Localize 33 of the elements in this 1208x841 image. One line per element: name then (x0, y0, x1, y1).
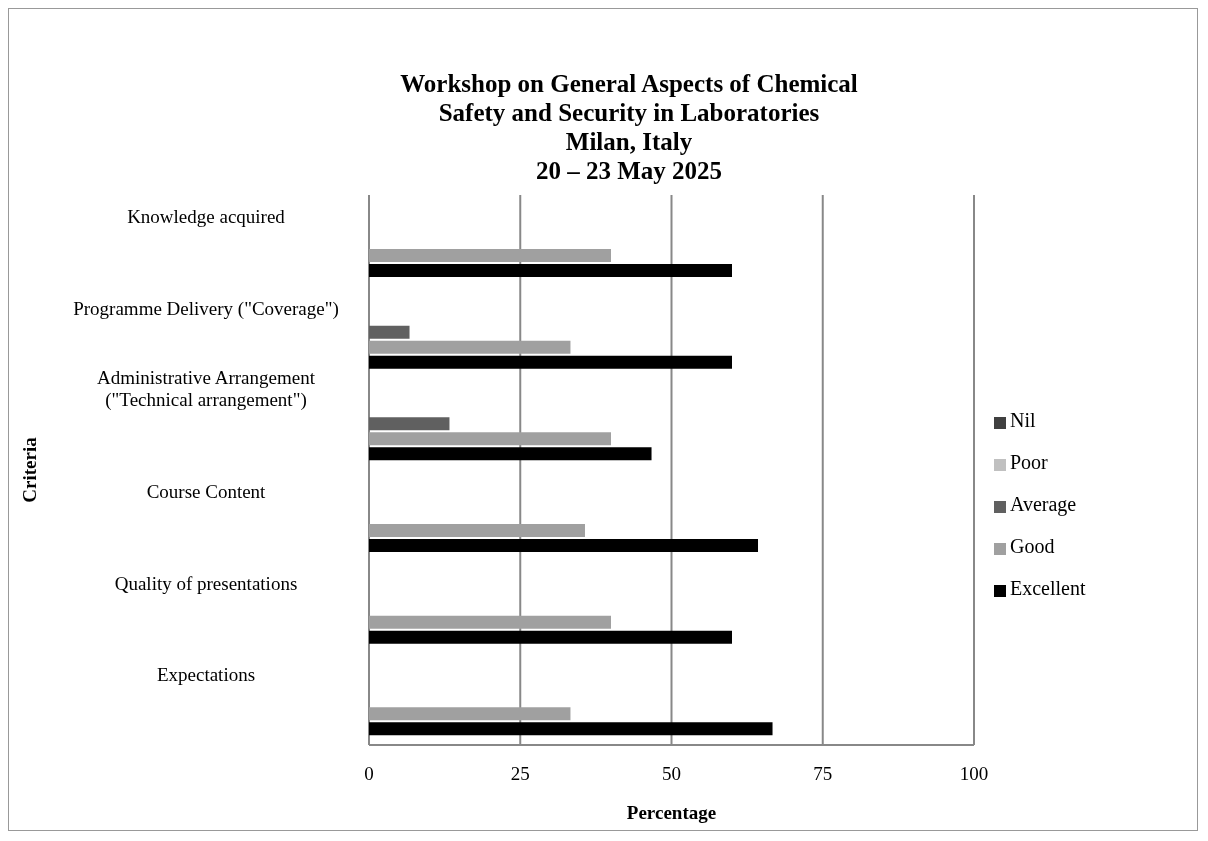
legend-label: Excellent (1010, 577, 1086, 599)
bar (369, 355, 732, 369)
x-tick-label: 0 (364, 763, 374, 785)
legend-label: Nil (1010, 409, 1036, 431)
bar (369, 524, 585, 537)
y-tick-label: Course Content (146, 480, 267, 502)
chart-title: Workshop on General Aspects of Chemical Safety and Security in Laboratories Milan, Italy 20 – 23 May 2025 (399, 69, 859, 185)
bar (369, 722, 773, 736)
bar (369, 539, 759, 552)
x-tick-label: 100 (959, 763, 989, 785)
x-axis-title: Percentage (626, 802, 717, 823)
bar (369, 630, 732, 644)
y-tick-label: Knowledge acquired (127, 205, 286, 227)
bar (369, 325, 410, 339)
y-tick-label: Expectations (156, 664, 256, 686)
y-tick-label: Programme Delivery ("Coverage") (73, 297, 339, 320)
x-tick-label: 50 (662, 763, 681, 785)
x-tick-label: 25 (510, 763, 530, 785)
x-tick-label: 75 (813, 763, 833, 785)
bar (369, 432, 611, 446)
y-axis-title: Criteria (18, 436, 40, 503)
bar (369, 249, 611, 262)
bar (369, 615, 611, 629)
bar (369, 707, 571, 721)
bar (369, 264, 732, 277)
legend-label: Poor (1010, 451, 1048, 473)
y-tick-label: Quality of presentations (114, 572, 298, 594)
bar (369, 447, 652, 461)
bar (369, 417, 450, 431)
legend-label: Average (1010, 493, 1077, 515)
bar (369, 340, 571, 354)
legend-label: Good (1010, 535, 1055, 557)
y-tick-label: Administrative Arrangement ("Technical arrangement") (97, 367, 316, 412)
